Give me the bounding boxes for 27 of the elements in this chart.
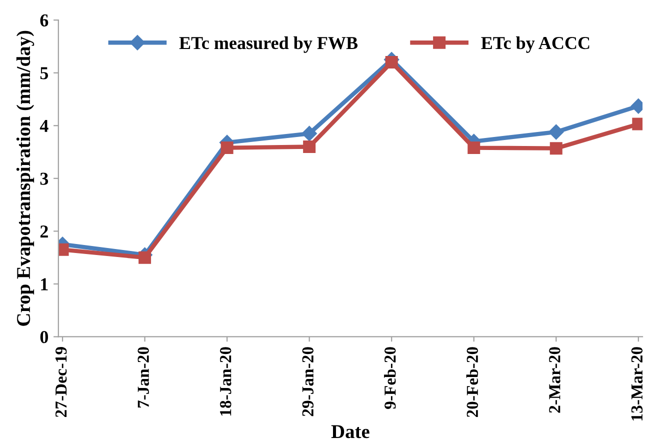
y-tick-label: 5 (40, 67, 48, 80)
y-tick-label: 3 (40, 172, 48, 185)
y-tick-label: 2 (40, 225, 48, 238)
point (550, 142, 562, 155)
x-tick-label: 20-Feb-20 (466, 347, 478, 418)
x-axis-title: Date (331, 425, 370, 438)
x-tick-label: 13-Mar-20 (631, 347, 643, 420)
y-tick-label: 0 (40, 330, 48, 344)
point (302, 126, 317, 142)
legend-label: ETc by ACCC (481, 36, 590, 53)
y-tick-label: 4 (40, 120, 48, 132)
x-tick-label: 18-Jan-20 (220, 347, 232, 416)
point (468, 142, 480, 154)
legend-label: ETc measured by FWB (179, 36, 358, 53)
point (220, 142, 234, 154)
y-tick-label: 1 (41, 278, 48, 290)
x-tick-label: 2-Mar-20 (549, 347, 560, 413)
x-tick-label: 29-Jan-20 (302, 347, 314, 416)
point (138, 251, 152, 264)
point (385, 56, 398, 69)
point (303, 140, 316, 153)
y-axis-title: Crop Evapotranspiration (mm/day) (16, 30, 34, 326)
x-tick-label: 9-Feb-20 (384, 347, 396, 409)
y-tick-label: 6 (40, 14, 48, 27)
x-tick-label: 7-Jan-20 (138, 347, 149, 408)
point (548, 124, 564, 140)
x-tick-label: 27-Dec-19 (55, 347, 67, 418)
